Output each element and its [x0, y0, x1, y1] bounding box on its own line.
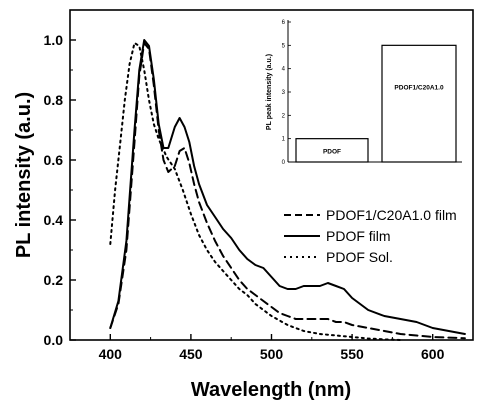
series-layer	[109, 39, 466, 341]
inset-y-axis-title: PL peak intensity (a.u.)	[266, 54, 273, 130]
x-tick-label: 400	[99, 346, 123, 362]
y-axis: 0.0 0.2 0.4 0.6 0.8 1.0	[44, 9, 76, 348]
inset-y-tick-label: 4	[282, 67, 286, 73]
legend-label-pdof1-c20a1: PDOF1/C20A1.0 film	[326, 207, 457, 223]
x-tick-label: 500	[260, 346, 284, 362]
inset-bar-pdof1-c20a1-0	[381, 44, 457, 163]
inset-y-tick-label: 3	[282, 90, 286, 96]
series-line-pdof-sol	[109, 42, 402, 341]
inset-y-tick-label: 1	[282, 137, 286, 143]
x-axis: 400 450 500 550 600	[69, 334, 474, 362]
y-axis-title: PL intensity (a.u.)	[13, 92, 35, 258]
inset-y-tick-label: 2	[282, 113, 286, 119]
inset-bar-label: PDOF	[323, 148, 341, 155]
y-tick-label: 1.0	[44, 32, 64, 48]
x-axis-title: Wavelength (nm)	[191, 379, 351, 401]
main-plot: 400 450 500 550 600 0.00.20.40.60.81.0 Wavel…	[13, 9, 474, 401]
y-tick-label: 0.4	[44, 212, 64, 228]
legend-label-pdof-film: PDOF film	[326, 228, 391, 244]
y-tick-label: 0.2	[44, 272, 64, 288]
legend: PDOF1/C20A1.0 film PDOF film PDOF Sol.	[284, 207, 457, 265]
inset-chart: 0 1 2 3 4 5 6 PDOF PDOF1/C20A1.0 PL peak intens…	[266, 20, 468, 166]
x-tick-label: 450	[179, 346, 203, 362]
inset-bar-pdof	[295, 138, 369, 163]
inset-y-tick-label: 0	[282, 160, 286, 166]
series-line-pdof-film	[109, 39, 466, 335]
inset-y-tick-label: 5	[282, 43, 286, 49]
inset-bars: PDOF PDOF1/C20A1.0	[295, 44, 457, 163]
inset-bar-label: PDOF1/C20A1.0	[394, 85, 444, 92]
x-tick-label: 600	[421, 346, 445, 362]
y-tick-label: 0.6	[44, 152, 64, 168]
inset-y-tick-label: 6	[282, 20, 286, 26]
y-tick-label: 0.8	[44, 92, 64, 108]
inset-y-ticks: 0 1 2 3 4 5 6	[282, 20, 291, 166]
x-tick-label: 550	[340, 346, 364, 362]
legend-label-pdof-sol: PDOF Sol.	[326, 249, 393, 265]
y-tick-label: 0.0	[44, 332, 64, 348]
